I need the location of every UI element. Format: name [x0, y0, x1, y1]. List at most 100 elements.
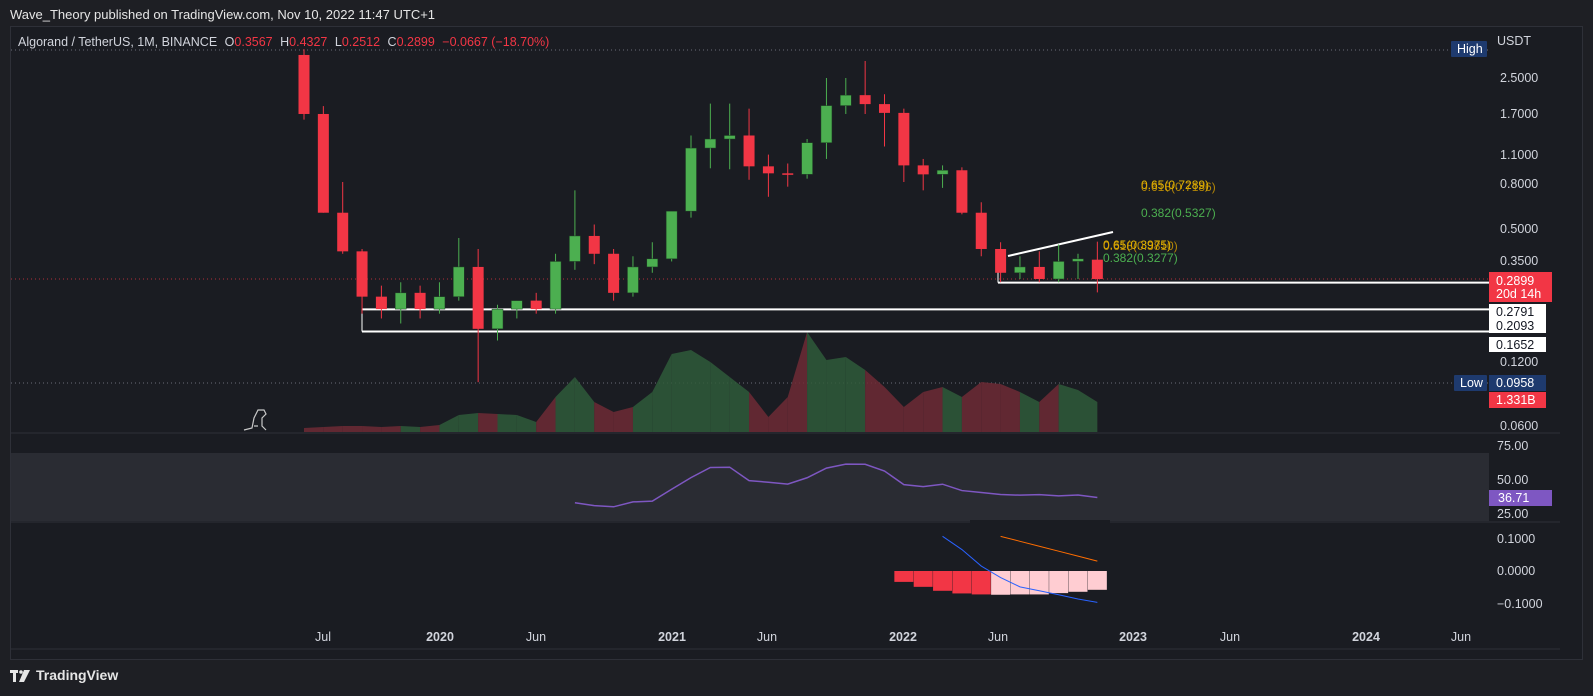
candle[interactable]	[530, 300, 542, 310]
rsi-pane-top	[11, 434, 1489, 453]
candle[interactable]	[298, 54, 310, 114]
high-label: H	[280, 35, 290, 49]
candle[interactable]	[433, 296, 446, 310]
macd-histogram-bar[interactable]	[1029, 571, 1049, 595]
macd-histogram-bar[interactable]	[913, 571, 933, 587]
candle[interactable]	[569, 235, 581, 262]
volume-area-segment	[903, 392, 924, 432]
candle[interactable]	[936, 170, 949, 175]
trendline[interactable]	[1007, 231, 1114, 257]
price-tick: 2.5000	[1500, 71, 1538, 85]
macd-histogram-bar[interactable]	[1010, 571, 1030, 595]
candle[interactable]	[762, 166, 774, 174]
candle[interactable]	[859, 95, 871, 105]
countdown-value: 20d 14h	[1496, 287, 1541, 301]
last-price-badge[interactable]	[1489, 272, 1552, 302]
fib-label: 0.382(0.5327)	[1141, 206, 1216, 220]
volume-area-segment	[304, 427, 324, 432]
candle[interactable]	[956, 170, 968, 213]
candle[interactable]	[820, 105, 833, 143]
candle[interactable]	[414, 292, 426, 310]
candle[interactable]	[917, 165, 929, 175]
volume-value: 1.331B	[1496, 393, 1536, 407]
open-label: O	[224, 35, 235, 49]
candle[interactable]	[704, 138, 717, 149]
candle[interactable]	[1072, 258, 1084, 262]
footer-brand[interactable]: TradingView	[10, 667, 118, 683]
time-tick: Jul	[315, 630, 331, 644]
candle[interactable]	[995, 248, 1007, 273]
chart-frame[interactable]	[10, 26, 1583, 660]
macd-histogram-bar[interactable]	[933, 571, 953, 591]
macd-histogram-bar[interactable]	[1068, 571, 1088, 592]
candle[interactable]	[588, 235, 600, 254]
candle[interactable]	[898, 112, 910, 166]
candle[interactable]	[879, 104, 890, 113]
candle[interactable]	[975, 212, 987, 249]
volume-area-segment	[826, 357, 846, 432]
macd-histogram-bar[interactable]	[1049, 571, 1069, 594]
volume-area-segment	[884, 387, 904, 432]
time-tick: 2022	[889, 630, 917, 644]
macd-signal-line[interactable]	[1000, 535, 1098, 562]
low-label: L	[334, 35, 342, 49]
candle[interactable]	[356, 251, 368, 297]
time-tick: 2024	[1352, 630, 1380, 644]
volume-area-segment	[768, 397, 788, 432]
candle[interactable]	[472, 266, 484, 329]
candle[interactable]	[549, 261, 562, 310]
volume-badge	[1489, 392, 1546, 408]
volume-area-segment	[729, 377, 750, 432]
candle[interactable]	[1014, 266, 1026, 274]
candle[interactable]	[317, 113, 329, 213]
symbol-legend: Algorand / TetherUS, 1M, BINANCE O0.3567…	[18, 35, 549, 49]
volume-area-segment	[1058, 384, 1078, 432]
macd-histogram-bar[interactable]	[971, 571, 991, 595]
candle[interactable]	[801, 142, 813, 175]
candle[interactable]	[782, 173, 794, 175]
rsi-line[interactable]	[574, 463, 1098, 508]
candle[interactable]	[1091, 259, 1103, 280]
candle[interactable]	[395, 292, 407, 310]
candle[interactable]	[723, 135, 736, 140]
candle[interactable]	[453, 266, 465, 297]
level-badge[interactable]	[1489, 318, 1546, 333]
time-tick: Jun	[1220, 630, 1240, 644]
volume-area-segment	[691, 350, 711, 432]
candle[interactable]	[743, 135, 755, 167]
level-badge[interactable]	[1489, 337, 1546, 352]
candle[interactable]	[1052, 261, 1065, 280]
macd-histogram-bar[interactable]	[991, 571, 1011, 595]
macd-tick: −0.1000	[1497, 597, 1543, 611]
level-badge-value: 0.1652	[1496, 338, 1534, 352]
volume-area-segment	[671, 350, 691, 432]
candle[interactable]	[511, 300, 523, 310]
candle[interactable]	[608, 253, 620, 293]
macd-histogram-bar[interactable]	[952, 571, 972, 594]
volume-area-segment	[961, 382, 982, 432]
candle[interactable]	[1033, 266, 1045, 279]
candle[interactable]	[627, 266, 639, 294]
macd-line[interactable]	[942, 535, 1098, 603]
macd-histogram-bar[interactable]	[1087, 571, 1107, 590]
high-badge	[1451, 41, 1487, 57]
volume-area-segment	[1078, 390, 1098, 432]
fib-label: 0.382(0.3277)	[1103, 251, 1178, 265]
level-badge-value: 0.2093	[1496, 319, 1534, 333]
candle[interactable]	[840, 94, 852, 106]
candle[interactable]	[665, 210, 678, 260]
candle[interactable]	[685, 147, 697, 212]
macd-histogram-bar[interactable]	[894, 571, 914, 582]
volume-area-segment	[574, 377, 595, 432]
replay-dino-icon[interactable]	[243, 409, 267, 431]
volume-area-segment	[613, 407, 633, 432]
volume-area-segment	[807, 332, 827, 432]
candle[interactable]	[375, 296, 387, 310]
candle[interactable]	[491, 308, 504, 330]
publish-info: Wave_Theory published on TradingView.com…	[10, 7, 436, 22]
volume-area-segment	[555, 377, 575, 432]
candle[interactable]	[337, 212, 349, 252]
candle[interactable]	[646, 258, 659, 268]
level-badge[interactable]	[1489, 304, 1546, 319]
